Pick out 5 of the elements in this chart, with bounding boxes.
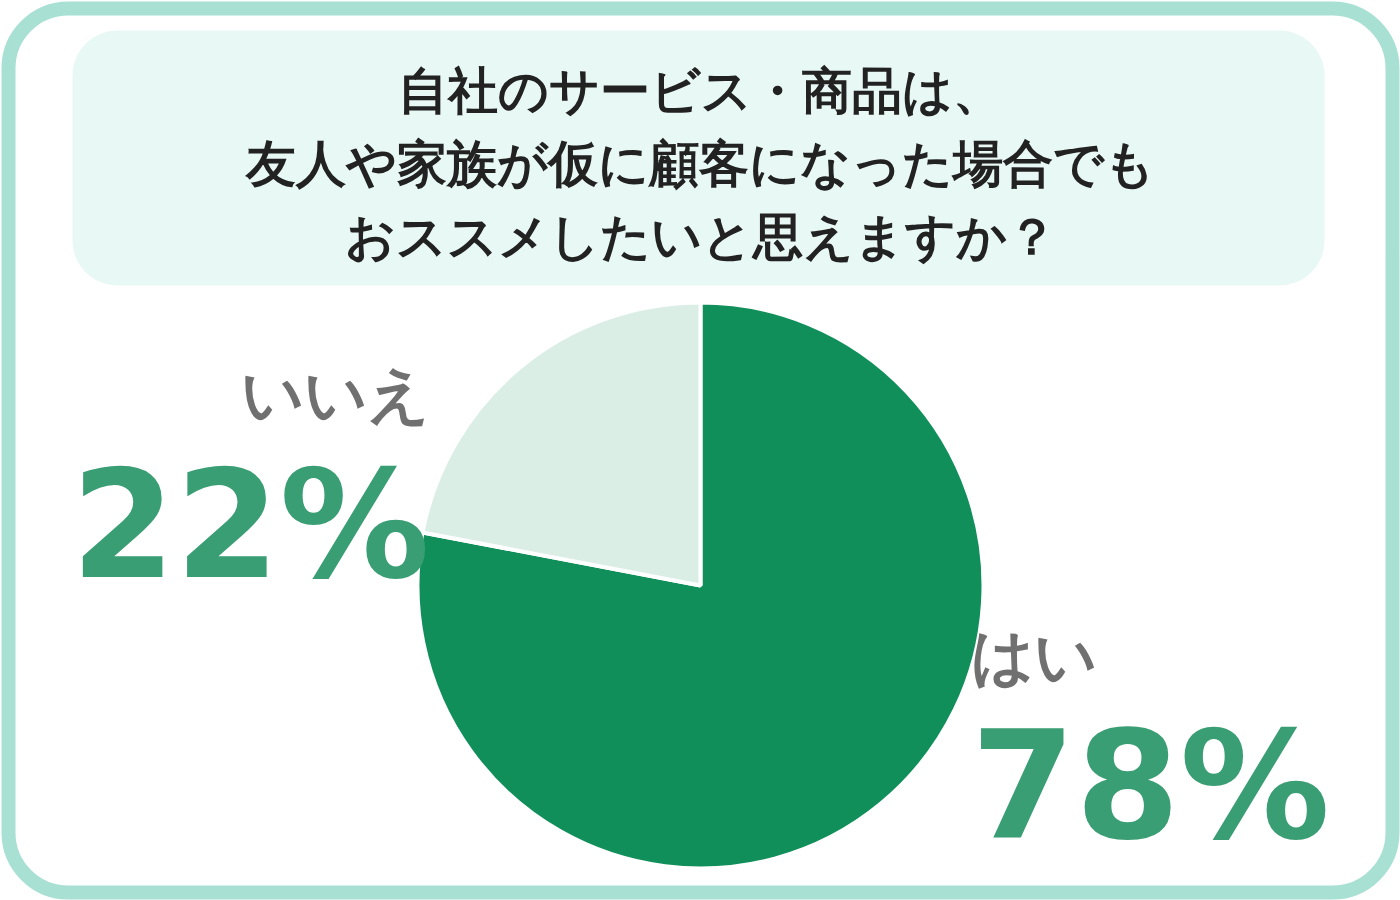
slice-label: はい: [971, 619, 1098, 693]
data-label: 22%: [70, 437, 430, 612]
data-label: 78%: [971, 699, 1331, 874]
chart-title: 自社のサービス・商品は、友人や家族が仮に顧客になった場合でもおススメしたいと思えますか？: [244, 61, 1155, 266]
slice-label: いいえ: [240, 358, 430, 432]
